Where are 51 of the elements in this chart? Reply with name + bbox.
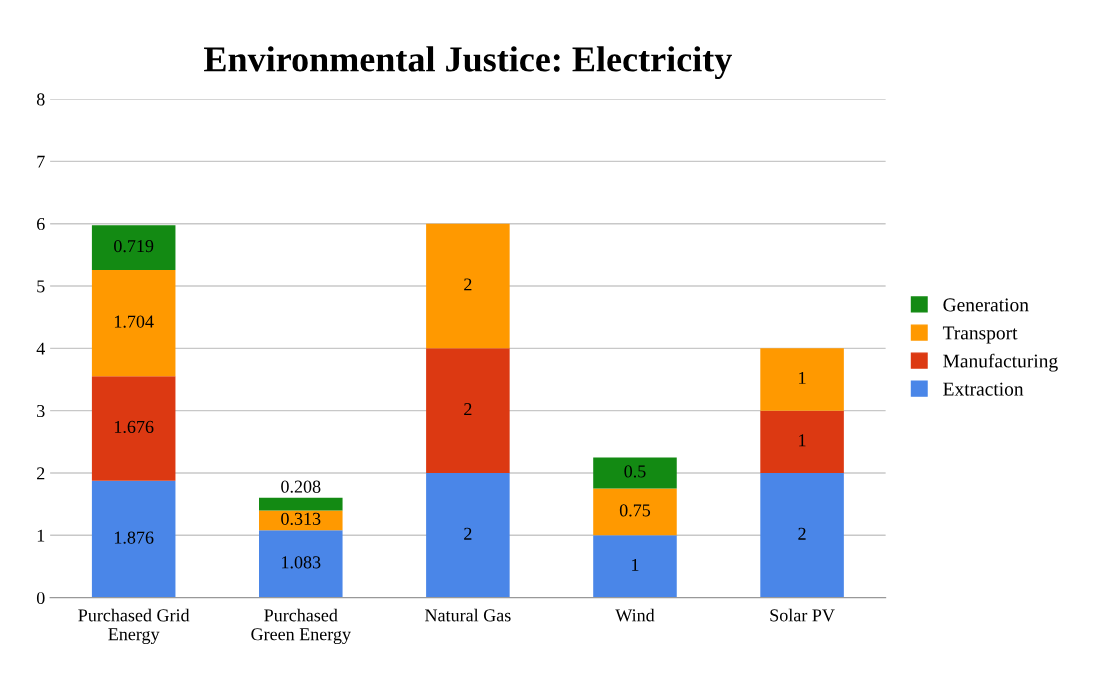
data-label: 1.083 (282, 556, 321, 569)
bar (760, 348, 844, 411)
bar (91, 225, 176, 271)
data-label: 1 (799, 434, 806, 447)
bar (259, 530, 343, 598)
legend-label: Extraction (943, 382, 1024, 396)
bar (426, 348, 510, 473)
x-tick-label: Solar PV (770, 608, 835, 622)
y-tick-label: 2 (37, 467, 45, 480)
data-label: 0.5 (624, 465, 646, 478)
legend-label: Manufacturing (943, 353, 1058, 372)
bar (760, 410, 844, 473)
data-label: 0.208 (281, 480, 321, 493)
bar (91, 270, 176, 377)
data-label: 2 (464, 403, 472, 415)
x-tick-label: Purchased Grid Energy (78, 608, 190, 645)
x-tick-label: Natural Gas (425, 608, 511, 622)
data-label: 2 (464, 527, 472, 540)
data-label: 1 (632, 558, 639, 571)
data-label: 2 (464, 278, 472, 291)
bar (426, 472, 510, 598)
bar (259, 510, 343, 531)
x-tick-label: Purchased Green Energy (251, 608, 351, 645)
data-label: 1.876 (114, 531, 154, 544)
legend-label: Transport (942, 326, 1018, 344)
legend-label: Generation (943, 298, 1029, 312)
data-label: 1.704 (114, 315, 154, 328)
y-tick-label: 8 (36, 93, 45, 106)
y-tick-label: 7 (37, 155, 45, 168)
data-label: 2 (798, 527, 806, 540)
bar (593, 535, 677, 598)
bar (593, 457, 677, 489)
bar (593, 488, 677, 536)
data-label: 0.719 (114, 239, 154, 253)
data-label: 0.313 (281, 512, 321, 525)
data-label: 1.676 (114, 420, 154, 434)
bar (259, 497, 343, 511)
data-label: 0.75 (619, 504, 651, 517)
bar (760, 472, 844, 598)
chart-title: Environmental Justice: Electricity (204, 46, 732, 80)
bar (91, 480, 176, 598)
y-tick-label: 4 (36, 342, 45, 355)
data-label: 1 (799, 371, 806, 384)
x-tick-label: Wind (615, 608, 655, 622)
y-tick-label: 0 (36, 591, 45, 605)
bar (91, 376, 176, 481)
y-tick-label: 3 (37, 404, 45, 418)
y-tick-label: 6 (37, 217, 45, 231)
y-tick-label: 5 (37, 280, 45, 293)
y-tick-label: 1 (37, 529, 45, 542)
bar (426, 223, 510, 349)
